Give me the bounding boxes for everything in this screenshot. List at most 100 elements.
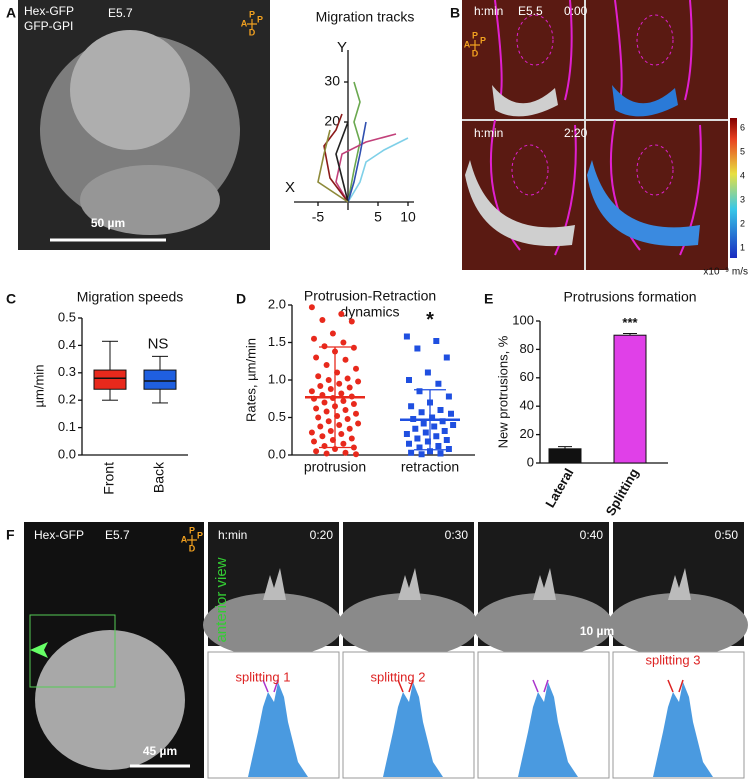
point	[443, 437, 450, 443]
tissue-a	[40, 30, 240, 235]
colorbar-tick: 2	[740, 218, 745, 228]
point	[315, 373, 322, 380]
y-tick-label: 60	[520, 369, 534, 384]
panel-label: D	[236, 291, 246, 307]
splitting-label: splitting 2	[371, 669, 426, 684]
colorbar-tick: 4	[740, 170, 745, 180]
point	[433, 433, 440, 440]
point	[313, 354, 320, 361]
label: h:min	[474, 4, 503, 18]
point	[350, 401, 357, 407]
x-axis-label: X	[285, 179, 295, 196]
point	[448, 410, 454, 417]
label: E5.5	[518, 4, 543, 18]
point	[408, 403, 415, 410]
track	[323, 113, 349, 203]
compass-arrows	[247, 19, 257, 29]
splitting-label: splitting 1	[236, 669, 291, 684]
point	[338, 311, 345, 317]
box	[93, 369, 127, 390]
sd-bar	[414, 389, 446, 451]
point	[321, 399, 328, 406]
arrows	[667, 679, 684, 693]
colorbar	[730, 118, 737, 258]
point	[340, 440, 347, 447]
y-tick-label: 1.0	[268, 371, 286, 386]
tissue-f	[35, 630, 185, 770]
bar	[613, 334, 647, 464]
point	[445, 446, 452, 452]
colorbar-unit: x10⁻⁹ m/s	[703, 267, 748, 278]
point	[353, 410, 359, 417]
cell	[608, 593, 748, 657]
y-axis-label: Rates, µm/min	[243, 338, 258, 422]
point	[427, 448, 433, 455]
point	[308, 388, 315, 395]
compass-arrows	[187, 535, 197, 545]
y-axis-label: Y	[337, 39, 347, 56]
point	[418, 409, 425, 416]
colorbar-tick: 5	[740, 146, 745, 156]
compass-letter: P	[472, 30, 478, 40]
cell	[338, 593, 478, 657]
point	[355, 378, 362, 385]
y-tick-label: 100	[512, 312, 534, 327]
track	[347, 81, 361, 203]
point	[439, 418, 446, 425]
compass-letter: A	[181, 534, 188, 544]
point	[424, 369, 431, 376]
point	[406, 377, 412, 383]
label: Hex-GFP	[24, 4, 74, 18]
y-tick-label: 0.3	[58, 364, 76, 379]
point	[327, 386, 334, 392]
tissue-b	[587, 160, 700, 247]
point	[344, 416, 351, 422]
compass-letter: D	[189, 543, 196, 553]
label: 45 µm	[143, 744, 177, 758]
tissue-b	[492, 85, 558, 117]
point	[315, 414, 322, 421]
y-tick-label: 0.5	[58, 309, 76, 324]
point	[308, 304, 315, 311]
point	[350, 344, 357, 351]
x-tick-label: Splitting	[603, 466, 642, 519]
protrusion	[398, 568, 421, 600]
y-axis-label: New protrusions, %	[495, 335, 510, 448]
y-tick-label: 40	[520, 398, 534, 413]
label: 0:50	[715, 528, 739, 542]
point	[355, 420, 362, 427]
point	[319, 317, 326, 323]
chart-title: Migration speeds	[77, 289, 184, 305]
point	[450, 422, 457, 428]
point	[317, 383, 324, 389]
label: 2:20	[564, 126, 588, 140]
point	[342, 449, 349, 456]
point	[308, 429, 315, 436]
point	[416, 388, 423, 395]
compass-letter: D	[472, 48, 479, 58]
point	[437, 450, 444, 457]
point	[311, 438, 317, 445]
annotation: *	[426, 309, 434, 331]
frames	[203, 522, 748, 779]
label: GFP-GPI	[24, 19, 73, 33]
y-tick-label: 80	[520, 341, 534, 356]
protrusion	[533, 568, 556, 600]
arrows	[397, 679, 414, 693]
x-tick-label: retraction	[401, 459, 459, 475]
cell-drawing	[518, 682, 578, 777]
y-tick-label: 0.4	[58, 337, 76, 352]
point	[443, 354, 450, 361]
compass-letter: P	[257, 14, 263, 24]
point	[422, 429, 429, 436]
point	[412, 425, 419, 432]
point	[433, 338, 440, 344]
tissue-b	[612, 85, 678, 117]
y-tick-label: 0.5	[268, 409, 286, 424]
bar	[548, 448, 582, 464]
label: anterior view	[213, 557, 230, 642]
dashed-outlines	[511, 14, 674, 196]
splitting-label: splitting 3	[646, 652, 701, 667]
x-tick-label: Front	[101, 462, 117, 495]
